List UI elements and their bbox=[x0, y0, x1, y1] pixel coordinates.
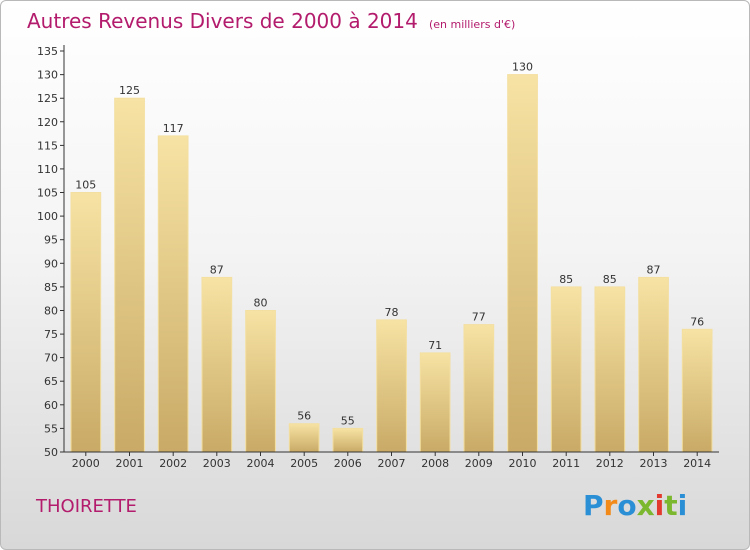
bar-2007 bbox=[376, 319, 407, 453]
y-tick-label-100: 100 bbox=[37, 210, 58, 223]
bar-2009 bbox=[463, 324, 495, 453]
bar-2012 bbox=[594, 286, 626, 453]
bar-2001 bbox=[114, 97, 145, 453]
y-tick-label-105: 105 bbox=[37, 187, 58, 200]
logo-letter: t bbox=[664, 489, 678, 522]
y-tick-label-85: 85 bbox=[44, 281, 58, 294]
y-tick-label-75: 75 bbox=[44, 328, 58, 341]
x-tick-label-2001: 2001 bbox=[116, 457, 144, 470]
x-tick-label-2008: 2008 bbox=[421, 457, 449, 470]
proxiti-logo: Proxiti bbox=[583, 489, 687, 522]
y-tick-label-90: 90 bbox=[44, 257, 58, 270]
place-name: THOIRETTE bbox=[36, 496, 137, 517]
y-tick-label-120: 120 bbox=[37, 116, 58, 129]
logo-letter: r bbox=[603, 489, 618, 522]
value-label-2000: 105 bbox=[75, 179, 96, 192]
y-tick-label-50: 50 bbox=[44, 446, 58, 459]
value-label-2005: 56 bbox=[297, 410, 311, 423]
bar-2013 bbox=[638, 276, 669, 453]
x-tick-label-2003: 2003 bbox=[203, 457, 231, 470]
x-tick-label-2002: 2002 bbox=[159, 457, 187, 470]
x-tick-label-2014: 2014 bbox=[683, 457, 711, 470]
value-label-2014: 76 bbox=[690, 315, 704, 328]
y-tick-label-55: 55 bbox=[44, 422, 58, 435]
value-label-2012: 85 bbox=[603, 273, 617, 286]
x-tick-label-2007: 2007 bbox=[378, 457, 406, 470]
chart-title-block: Autres Revenus Divers de 2000 à 2014 (en… bbox=[27, 9, 515, 33]
bar-2011 bbox=[550, 286, 582, 453]
y-tick-label-135: 135 bbox=[37, 45, 58, 58]
value-label-2004: 80 bbox=[254, 297, 268, 310]
x-tick-label-2009: 2009 bbox=[465, 457, 493, 470]
value-label-2008: 71 bbox=[428, 339, 442, 352]
x-tick-label-2010: 2010 bbox=[509, 457, 537, 470]
y-tick-label-125: 125 bbox=[37, 92, 58, 105]
bar-2000 bbox=[70, 192, 102, 453]
logo-letter: x bbox=[636, 489, 655, 522]
value-label-2006: 55 bbox=[341, 414, 355, 427]
value-label-2002: 117 bbox=[163, 122, 184, 135]
bar-2014 bbox=[681, 328, 713, 453]
logo-letter: P bbox=[583, 489, 604, 522]
y-tick-label-65: 65 bbox=[44, 375, 58, 388]
value-label-2001: 125 bbox=[119, 84, 140, 97]
x-tick-label-2005: 2005 bbox=[290, 457, 318, 470]
y-tick-label-60: 60 bbox=[44, 399, 58, 412]
x-tick-label-2004: 2004 bbox=[247, 457, 275, 470]
y-tick-label-95: 95 bbox=[44, 234, 58, 247]
x-tick-label-2013: 2013 bbox=[640, 457, 668, 470]
x-tick-label-2000: 2000 bbox=[72, 457, 100, 470]
y-tick-label-80: 80 bbox=[44, 305, 58, 318]
value-label-2013: 87 bbox=[647, 263, 661, 276]
value-label-2010: 130 bbox=[512, 61, 533, 74]
y-tick-label-130: 130 bbox=[37, 69, 58, 82]
y-tick-label-70: 70 bbox=[44, 352, 58, 365]
x-tick-label-2006: 2006 bbox=[334, 457, 362, 470]
value-label-2007: 78 bbox=[385, 306, 399, 319]
bar-2010 bbox=[507, 74, 538, 453]
bar-2008 bbox=[419, 352, 451, 453]
bar-2004 bbox=[245, 310, 276, 453]
logo-letter: i bbox=[654, 489, 665, 522]
chart-title: Autres Revenus Divers de 2000 à 2014 bbox=[27, 9, 418, 33]
bar-2003 bbox=[201, 276, 233, 453]
bar-2005 bbox=[288, 423, 320, 453]
value-label-2003: 87 bbox=[210, 263, 224, 276]
bar-2006 bbox=[332, 427, 364, 453]
x-tick-label-2012: 2012 bbox=[596, 457, 624, 470]
bar-2002 bbox=[157, 135, 189, 453]
value-label-2011: 85 bbox=[559, 273, 573, 286]
y-tick-label-110: 110 bbox=[37, 163, 58, 176]
chart-unit: (en milliers d'€) bbox=[428, 18, 516, 31]
y-tick-label-115: 115 bbox=[37, 139, 58, 152]
value-label-2009: 77 bbox=[472, 311, 486, 324]
x-tick-label-2011: 2011 bbox=[552, 457, 580, 470]
logo-letter: i bbox=[677, 489, 688, 522]
logo-letter: o bbox=[617, 489, 637, 522]
